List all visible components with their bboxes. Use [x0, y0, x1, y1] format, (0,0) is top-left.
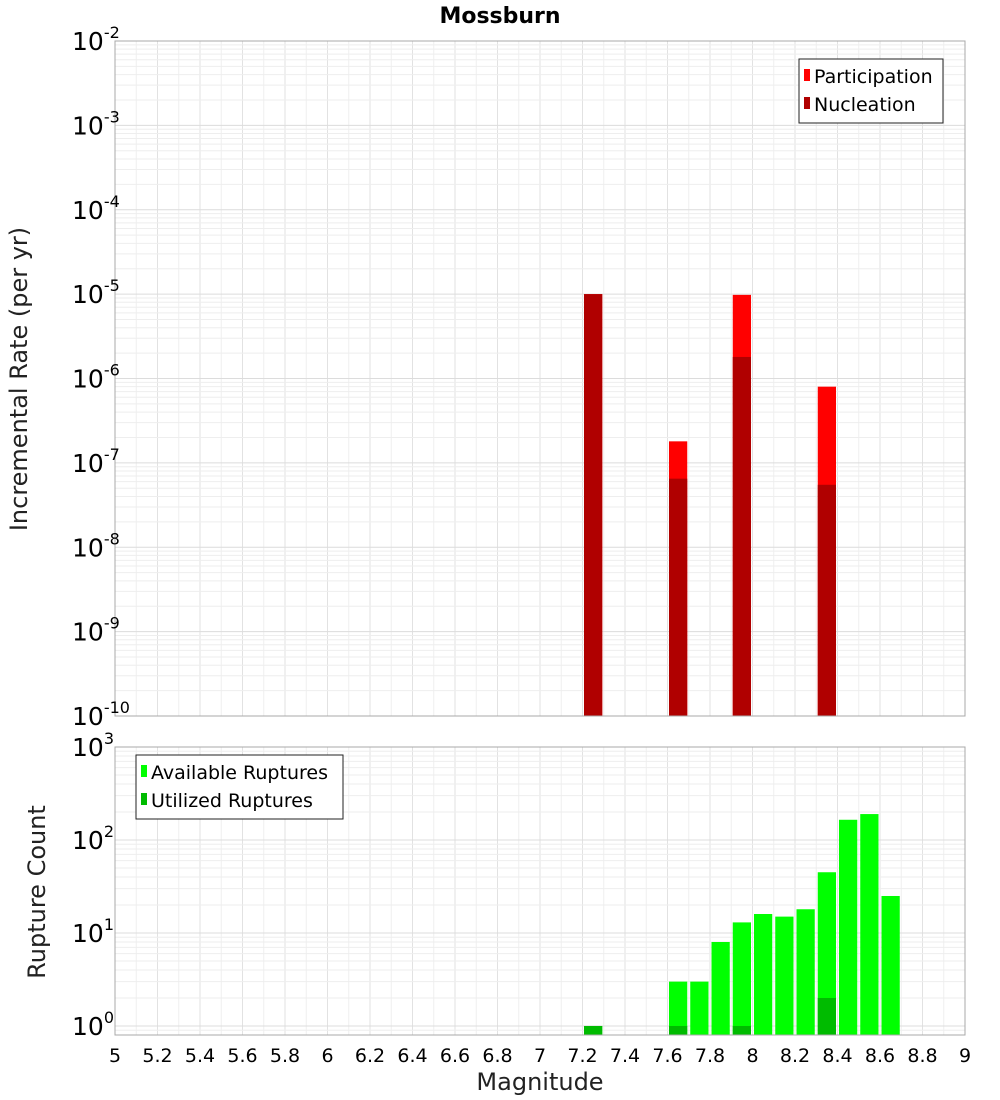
legend-box	[798, 58, 944, 124]
bar-utilized-ruptures	[732, 1025, 751, 1035]
x-tick-label: 6	[321, 1045, 333, 1067]
x-tick-label: 5.2	[142, 1045, 172, 1067]
legend-swatch	[804, 97, 810, 109]
x-tick-label: 8.8	[907, 1045, 937, 1067]
legend-label: Available Ruptures	[151, 762, 328, 784]
x-tick-label: 6.4	[397, 1045, 427, 1067]
x-tick-label: 6.8	[482, 1045, 512, 1067]
chart-title: Mossburn	[439, 4, 560, 29]
x-tick-label: 5	[109, 1045, 121, 1067]
x-tick-label: 5.8	[270, 1045, 300, 1067]
bar-available-ruptures	[754, 914, 773, 1035]
bar-nucleation	[732, 356, 751, 716]
x-tick-label: 8	[746, 1045, 758, 1067]
x-tick-label: 8.6	[865, 1045, 895, 1067]
bar-available-ruptures	[669, 981, 688, 1035]
legend-swatch	[804, 69, 810, 81]
bar-available-ruptures	[881, 895, 900, 1035]
bar-utilized-ruptures	[817, 997, 836, 1035]
y-tick-label: 10-6	[72, 361, 120, 394]
x-tick-label: 7.6	[652, 1045, 682, 1067]
bar-available-ruptures	[711, 942, 730, 1035]
top-y-axis-label: Incremental Rate (per yr)	[5, 227, 33, 531]
x-tick-label: 7.4	[610, 1045, 640, 1067]
x-tick-label: 9	[959, 1045, 971, 1067]
x-tick-label: 7.2	[567, 1045, 597, 1067]
x-axis-label: Magnitude	[476, 1068, 603, 1096]
bar-available-ruptures	[775, 916, 794, 1035]
y-tick-label: 10-10	[72, 698, 130, 731]
y-tick-label: 102	[72, 822, 114, 855]
bar-utilized-ruptures	[669, 1025, 688, 1035]
x-tick-label: 7.8	[695, 1045, 725, 1067]
legend: Participation Nucleation	[798, 58, 944, 124]
plot-panel-0: 10-10 10-9 10-8 10-7 10-6 10-5 10-4 10-3 10-2 Par…	[72, 23, 966, 731]
plot-frame	[114, 40, 966, 717]
y-tick-label: 10-8	[72, 529, 120, 562]
x-tick-label: 8.4	[822, 1045, 852, 1067]
y-tick-label: 10-2	[72, 23, 120, 56]
bar-nucleation	[584, 294, 603, 716]
bar-available-ruptures	[839, 819, 858, 1035]
bottom-y-axis-label: Rupture Count	[23, 805, 51, 979]
legend-label: Participation	[814, 66, 933, 88]
y-tick-label: 10-9	[72, 614, 120, 647]
legend-swatch	[141, 765, 147, 777]
x-tick-label: 5.6	[227, 1045, 257, 1067]
y-tick-label: 101	[72, 915, 114, 948]
legend-box	[135, 754, 344, 820]
y-tick-label: 103	[72, 729, 114, 762]
legend: Available Ruptures Utilized Ruptures	[135, 754, 344, 820]
y-tick-label: 10-7	[72, 445, 120, 478]
y-tick-label: 10-5	[72, 276, 120, 309]
bar-available-ruptures	[860, 814, 879, 1035]
bar-utilized-ruptures	[584, 1025, 603, 1035]
x-tick-label: 6.2	[355, 1045, 385, 1067]
y-tick-label: 10-3	[72, 107, 120, 140]
legend-label: Nucleation	[814, 94, 916, 116]
legend-label: Utilized Ruptures	[151, 790, 313, 812]
bar-available-ruptures	[817, 872, 836, 1035]
bar-available-ruptures	[690, 981, 709, 1035]
x-tick-label: 7	[534, 1045, 546, 1067]
legend-swatch	[141, 793, 147, 805]
bar-nucleation	[817, 484, 836, 716]
y-tick-label: 100	[72, 1008, 114, 1041]
plot-frame	[114, 746, 966, 1036]
plots-layer: 10-10 10-9 10-8 10-7 10-6 10-5 10-4 10-3 10-2 Par…	[72, 23, 971, 1067]
bar-available-ruptures	[732, 922, 751, 1035]
x-tick-label: 5.4	[185, 1045, 215, 1067]
x-tick-label: 8.2	[780, 1045, 810, 1067]
x-tick-label: 6.6	[440, 1045, 470, 1067]
bar-nucleation	[669, 478, 688, 716]
y-tick-label: 10-4	[72, 192, 120, 225]
bar-available-ruptures	[796, 909, 815, 1035]
